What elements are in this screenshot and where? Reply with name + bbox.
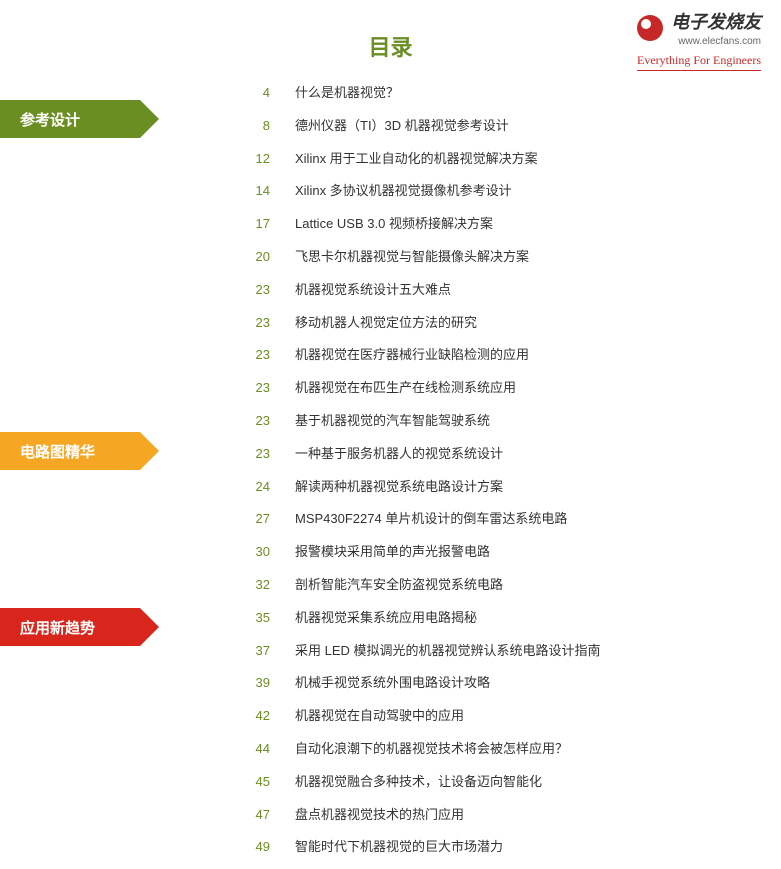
- entry-title: 德州仪器（TI）3D 机器视觉参考设计: [295, 115, 741, 134]
- page-number: 24: [240, 479, 270, 494]
- page-number: 42: [240, 708, 270, 723]
- entry-title: 机器视觉系统设计五大难点: [295, 279, 741, 298]
- section-tab-trends: 应用新趋势: [0, 608, 140, 646]
- toc-row: 8 德州仪器（TI）3D 机器视觉参考设计: [240, 115, 741, 134]
- page-number: 23: [240, 282, 270, 297]
- page-number: 23: [240, 347, 270, 362]
- page-number: 4: [240, 85, 270, 100]
- logo-icon: [637, 15, 663, 41]
- toc-row: 23 机器视觉在布匹生产在线检测系统应用: [240, 377, 741, 396]
- toc-row: 23 机器视觉系统设计五大难点: [240, 279, 741, 298]
- brand-url: www.elecfans.com: [671, 36, 761, 47]
- page-number: 45: [240, 774, 270, 789]
- toc-row: 37 采用 LED 模拟调光的机器视觉辨认系统电路设计指南: [240, 640, 741, 659]
- section-label: 参考设计: [20, 109, 80, 130]
- entry-title: 解读两种机器视觉系统电路设计方案: [295, 476, 741, 495]
- logo-row: 电子发烧友 www.elecfans.com: [637, 8, 761, 47]
- page-title: 目录: [368, 30, 412, 62]
- entry-title: 机器视觉在医疗器械行业缺陷检测的应用: [295, 344, 741, 363]
- toc-row: 23 机器视觉在医疗器械行业缺陷检测的应用: [240, 344, 741, 363]
- entry-title: 盘点机器视觉技术的热门应用: [295, 804, 741, 823]
- entry-title: Xilinx 多协议机器视觉摄像机参考设计: [295, 180, 741, 199]
- entry-title: 机器视觉采集系统应用电路揭秘: [295, 607, 741, 626]
- page-number: 49: [240, 839, 270, 854]
- entry-title: 报警模块采用简单的声光报警电路: [295, 541, 741, 560]
- page-number: 47: [240, 807, 270, 822]
- entry-title: 智能时代下机器视觉的巨大市场潜力: [295, 836, 741, 855]
- toc-row: 45 机器视觉融合多种技术，让设备迈向智能化: [240, 771, 741, 790]
- tagline: Everything For Engineers: [637, 53, 761, 71]
- logo-brand-text: 电子发烧友 www.elecfans.com: [671, 8, 761, 47]
- toc-row: 12 Xilinx 用于工业自动化的机器视觉解决方案: [240, 148, 741, 167]
- entry-title: 机器视觉融合多种技术，让设备迈向智能化: [295, 771, 741, 790]
- entry-title: 一种基于服务机器人的视觉系统设计: [295, 443, 741, 462]
- section-tab-circuits: 电路图精华: [0, 432, 140, 470]
- toc-row: 27 MSP430F2274 单片机设计的倒车雷达系统电路: [240, 508, 741, 527]
- entry-title: 机器视觉在布匹生产在线检测系统应用: [295, 377, 741, 396]
- toc-row: 23 移动机器人视觉定位方法的研究: [240, 312, 741, 331]
- entry-title: 机械手视觉系统外围电路设计攻略: [295, 672, 741, 691]
- section-label: 应用新趋势: [20, 617, 95, 638]
- toc-row: 20 飞思卡尔机器视觉与智能摄像头解决方案: [240, 246, 741, 265]
- page-number: 37: [240, 643, 270, 658]
- toc-row: 39 机械手视觉系统外围电路设计攻略: [240, 672, 741, 691]
- toc-row: 17 Lattice USB 3.0 视频桥接解决方案: [240, 213, 741, 232]
- page-number: 27: [240, 511, 270, 526]
- toc-row: 44 自动化浪潮下的机器视觉技术将会被怎样应用？: [240, 738, 741, 757]
- page-number: 8: [240, 118, 270, 133]
- toc-row: 23 基于机器视觉的汽车智能驾驶系统: [240, 410, 741, 429]
- page-number: 23: [240, 380, 270, 395]
- page-number: 23: [240, 315, 270, 330]
- section-label: 电路图精华: [20, 441, 95, 462]
- toc-row: 30 报警模块采用简单的声光报警电路: [240, 541, 741, 560]
- toc-row: 14 Xilinx 多协议机器视觉摄像机参考设计: [240, 180, 741, 199]
- entry-title: Xilinx 用于工业自动化的机器视觉解决方案: [295, 148, 741, 167]
- page-number: 30: [240, 544, 270, 559]
- toc-row: 24 解读两种机器视觉系统电路设计方案: [240, 476, 741, 495]
- entry-title: 机器视觉在自动驾驶中的应用: [295, 705, 741, 724]
- entry-title: 自动化浪潮下的机器视觉技术将会被怎样应用？: [295, 738, 741, 757]
- page-number: 44: [240, 741, 270, 756]
- toc-row: 49 智能时代下机器视觉的巨大市场潜力: [240, 836, 741, 855]
- page-number: 35: [240, 610, 270, 625]
- entry-title: 飞思卡尔机器视觉与智能摄像头解决方案: [295, 246, 741, 265]
- toc-row: 42 机器视觉在自动驾驶中的应用: [240, 705, 741, 724]
- page-number: 39: [240, 675, 270, 690]
- entry-title: 什么是机器视觉？: [295, 82, 741, 101]
- entry-title: 基于机器视觉的汽车智能驾驶系统: [295, 410, 741, 429]
- entry-title: 剖析智能汽车安全防盗视觉系统电路: [295, 574, 741, 593]
- page-number: 23: [240, 446, 270, 461]
- toc-row: 32 剖析智能汽车安全防盗视觉系统电路: [240, 574, 741, 593]
- page-number: 23: [240, 413, 270, 428]
- toc-list: 4 什么是机器视觉？ 8 德州仪器（TI）3D 机器视觉参考设计 12 Xilinx 用于…: [240, 82, 741, 869]
- toc-row: 35 机器视觉采集系统应用电路揭秘: [240, 607, 741, 626]
- page-number: 12: [240, 151, 270, 166]
- brand-name: 电子发烧友: [671, 8, 761, 34]
- entry-title: 移动机器人视觉定位方法的研究: [295, 312, 741, 331]
- toc-row: 4 什么是机器视觉？: [240, 82, 741, 101]
- page-number: 17: [240, 216, 270, 231]
- entry-title: MSP430F2274 单片机设计的倒车雷达系统电路: [295, 508, 741, 527]
- toc-row: 23 一种基于服务机器人的视觉系统设计: [240, 443, 741, 462]
- page-number: 32: [240, 577, 270, 592]
- toc-row: 47 盘点机器视觉技术的热门应用: [240, 804, 741, 823]
- page-number: 20: [240, 249, 270, 264]
- logo-area: 电子发烧友 www.elecfans.com Everything For En…: [637, 8, 761, 71]
- section-tab-reference: 参考设计: [0, 100, 140, 138]
- entry-title: 采用 LED 模拟调光的机器视觉辨认系统电路设计指南: [295, 640, 741, 659]
- page-number: 14: [240, 183, 270, 198]
- entry-title: Lattice USB 3.0 视频桥接解决方案: [295, 213, 741, 232]
